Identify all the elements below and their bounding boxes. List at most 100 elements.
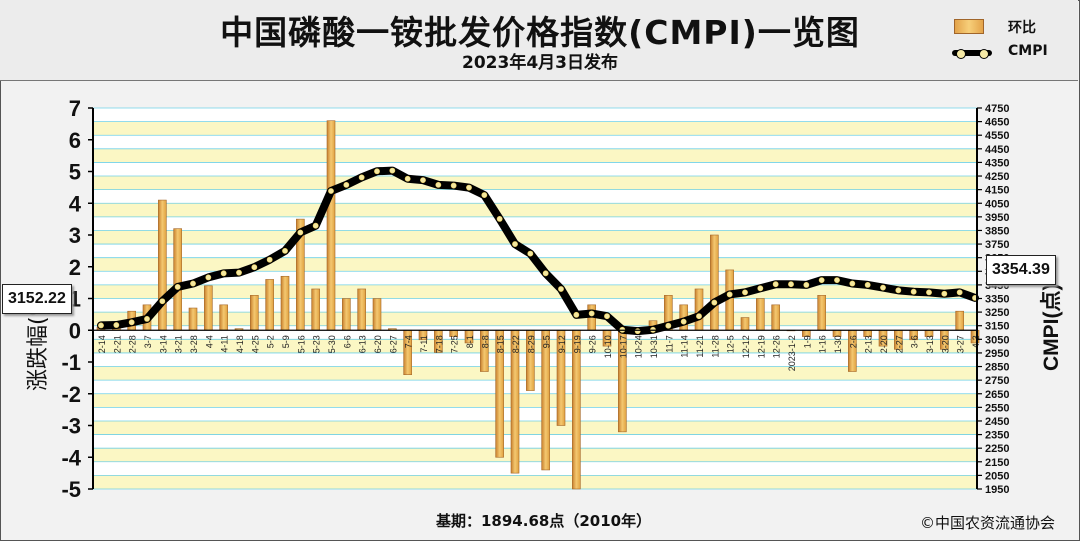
x-tick-label: 10-31 [649,335,659,358]
cmpi-point [573,311,580,318]
x-tick-label: 3-14 [158,335,168,353]
callout-start-value: 3152.22 [2,284,72,314]
cmpi-point [404,175,411,182]
bar [311,288,320,331]
cmpi-point [588,310,595,317]
bar [280,275,290,331]
cmpi-point [956,289,963,296]
bar [740,317,750,331]
cmpi-point [128,319,135,326]
cmpi-point [312,222,319,229]
x-tick-label: 3-20 [940,335,950,353]
cmpi-point [328,188,334,194]
cmpi-point [205,274,212,281]
y-right-tick-label: 2250 [985,443,1009,455]
x-tick-label: 3-7 [143,335,153,348]
legend-bar-swatch [954,19,984,34]
legend-bar-label: 环比 [1008,20,1036,36]
y-right-tick-label: 4350 [985,157,1009,169]
bar [265,279,274,331]
cmpi-line [97,166,979,336]
cmpi-point [726,291,733,298]
y-right-tick-label: 2050 [985,470,1009,482]
cmpi-point [297,229,304,236]
bar [204,285,213,331]
cmpi-point [772,281,779,288]
cmpi-point [343,181,350,188]
y-right-tick-label: 3350 [985,294,1009,306]
x-tick-labels: 2-14 2-21 2-28 3-7 3-14 3-21 3-28 4-4 4-11 4-18 4-… [97,335,981,371]
x-tick-label: 4-25 [250,335,260,353]
bar [710,234,719,331]
bar [250,295,259,331]
cmpi-point [742,289,748,296]
y-left-tick-label: -1 [61,350,81,375]
chart-header: 中国磷酸一铵批发价格指数(CMPI)一览图 2023年4月3日发布 环比 CMP… [0,0,1078,81]
band-stripe [93,176,977,190]
cmpi-point [711,299,718,306]
cmpi-point [818,277,825,284]
x-tick-label: 2-20 [879,335,889,353]
cmpi-point [834,277,840,284]
y-right-tick-label: 2750 [985,375,1009,387]
y-right-tick-label: 2650 [985,389,1009,401]
bar [326,120,336,331]
base-period-note: 基期：1894.68点（2010年） [436,512,652,530]
y-right-tick-label: 4650 [985,117,1009,129]
y-axis-right-label: CMPI(点) [1039,284,1063,372]
x-tick-label: 10-10 [603,335,613,358]
y-right-tick-label: 4450 [985,144,1009,156]
x-tick-label: 8-22 [511,335,521,353]
x-tick-label: 9-5 [542,335,552,348]
cmpi-point [236,269,242,276]
x-tick-label: 4-18 [235,335,245,353]
x-tick-label: 2-27 [894,335,904,353]
x-tick-label: 7-18 [434,335,444,353]
x-tick-label: 4-11 [220,335,230,352]
band-stripe [93,366,977,381]
x-tick-label: 3-27 [956,335,966,353]
bar [955,310,964,331]
x-tick-label: 3-28 [189,335,199,353]
x-tick-label: 7-4 [404,335,414,348]
axes [88,107,982,490]
cmpi-point [466,184,472,191]
chart-subtitle: 2023年4月3日发布 [462,53,618,73]
x-tick-label: 12-26 [772,335,782,358]
cmpi-point [696,313,702,320]
band-stripe [93,284,977,299]
cmpi-point [450,182,457,189]
cmpi-point [864,281,871,288]
band-stripe [93,393,977,408]
x-tick-label: 6-13 [358,335,368,353]
cmpi-point [481,192,488,198]
cmpi-point [680,318,687,325]
chart-title: 中国磷酸一铵批发价格指数(CMPI)一览图 [220,13,860,52]
x-tick-label: 4-4 [204,335,214,348]
x-tick-label: 2-14 [97,335,107,353]
x-tick-label: 9-26 [588,335,598,353]
cmpi-point [220,270,227,277]
y-right-tick-label: 4150 [985,185,1009,197]
band-stripe [93,448,977,462]
bar [188,307,198,331]
band-stripe [93,339,977,353]
x-tick-label: 7-11 [419,335,429,352]
x-tick-label: 12-19 [756,335,766,358]
legend-line-marker [956,49,966,59]
legend-line-marker [979,49,989,59]
y-left-tick-label: 4 [69,191,82,216]
x-tick-label: 11-14 [680,335,690,357]
y-left-tick-label: 7 [69,96,81,121]
cmpi-point [512,241,518,247]
x-tick-label: 11-21 [695,335,705,357]
bar [756,298,765,331]
cmpi-point [542,270,549,277]
x-tick-label: 7-25 [450,335,460,353]
cmpi-point [159,298,166,305]
band-stripe [93,420,977,435]
cmpi-point [190,280,196,287]
y-left-tick-label: 0 [69,318,81,343]
band-stripe [93,148,977,163]
